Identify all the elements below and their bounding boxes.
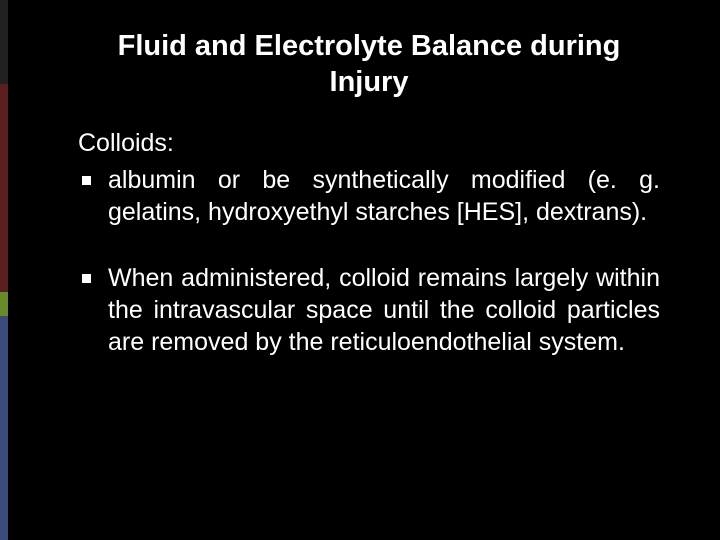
slide-title: Fluid and Electrolyte Balance during Inj… — [78, 28, 660, 101]
slide-subhead: Colloids: — [78, 129, 660, 158]
bullet-item: albumin or be synthetically modified (e.… — [78, 164, 660, 228]
bullet-list: albumin or be synthetically modified (e.… — [78, 164, 660, 358]
slide: Fluid and Electrolyte Balance during Inj… — [0, 0, 720, 540]
bullet-item: When administered, colloid remains large… — [78, 262, 660, 358]
